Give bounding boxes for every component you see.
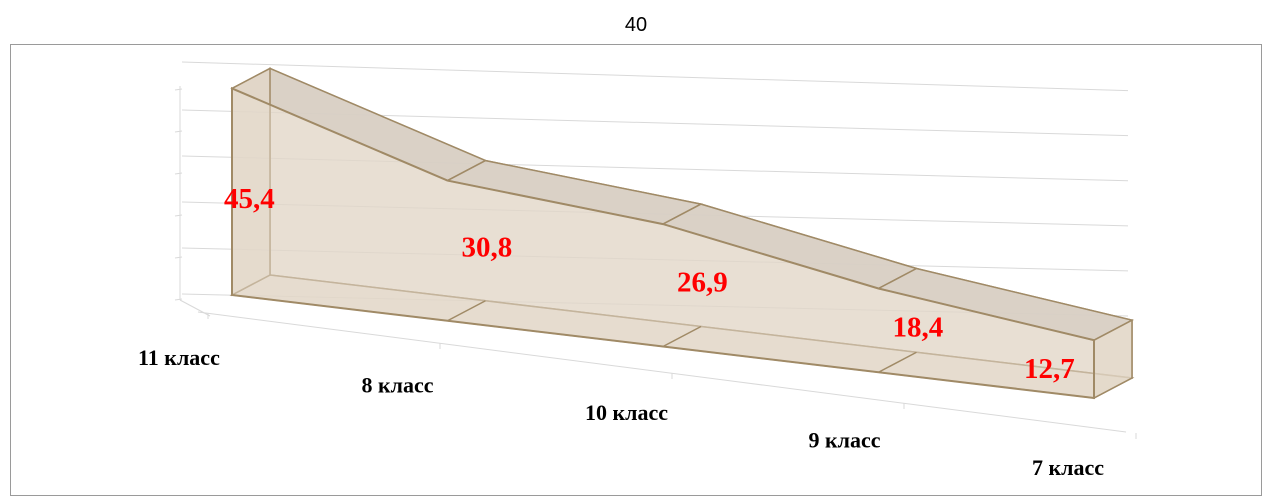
y-tick	[174, 256, 183, 259]
value-label: 30,8	[462, 232, 513, 264]
chart-area-series	[229, 67, 1135, 400]
value-label: 18,4	[893, 311, 944, 343]
category-label: 8 класс	[362, 373, 434, 398]
category-label: 11 класс	[138, 345, 220, 370]
chart-category-labels: 11 класс 8 класс 10 класс 9 класс 7 класс	[138, 345, 1104, 480]
chart-value-labels: 45,4 30,8 26,9 18,4 12,7	[224, 183, 1075, 385]
y-tick	[174, 298, 183, 301]
area-floor-divider	[662, 325, 702, 348]
category-label: 7 класс	[1032, 455, 1104, 480]
y-tick	[174, 172, 183, 175]
category-label: 9 класс	[809, 428, 881, 453]
value-label: 12,7	[1024, 353, 1075, 385]
y-tick	[174, 130, 183, 133]
value-label: 45,4	[224, 183, 275, 215]
value-label: 26,9	[677, 266, 728, 298]
x-axis-line	[197, 311, 1127, 433]
y-tick	[174, 214, 183, 217]
floor-edge-left	[179, 299, 211, 317]
gridline	[181, 61, 1129, 92]
area-floor-divider	[447, 300, 486, 322]
y-tick	[174, 88, 183, 91]
category-label: 10 класс	[585, 400, 668, 425]
area-floor-divider	[878, 351, 917, 373]
page-number: 40	[624, 14, 648, 36]
